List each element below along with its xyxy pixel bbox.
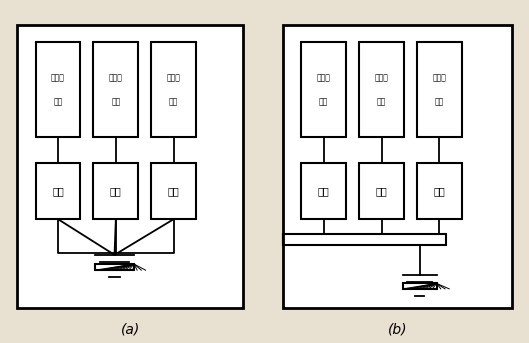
Text: 电源: 电源: [376, 186, 387, 196]
Text: 干扰源: 干扰源: [433, 73, 446, 82]
Text: 电源: 电源: [318, 186, 330, 196]
Text: 电源: 电源: [52, 186, 64, 196]
Bar: [403, 283, 436, 289]
Text: 小信号: 小信号: [317, 73, 331, 82]
Text: 电源: 电源: [434, 186, 445, 196]
Bar: [35, 163, 80, 219]
Text: (a): (a): [121, 323, 140, 337]
Bar: [283, 235, 446, 245]
Bar: [359, 42, 404, 138]
Bar: [151, 42, 196, 138]
Bar: [35, 42, 80, 138]
Text: 设备: 设备: [169, 97, 178, 107]
Text: 干扰源: 干扰源: [167, 73, 181, 82]
Text: (b): (b): [388, 323, 407, 337]
Bar: [417, 163, 462, 219]
Text: 大信号: 大信号: [109, 73, 123, 82]
Bar: [302, 42, 346, 138]
Text: 电源: 电源: [168, 186, 180, 196]
Text: 设备: 设备: [319, 97, 329, 107]
Text: 设备: 设备: [435, 97, 444, 107]
Bar: [151, 163, 196, 219]
Text: 小信号: 小信号: [51, 73, 65, 82]
Bar: [359, 163, 404, 219]
Text: 设备: 设备: [377, 97, 386, 107]
Bar: [95, 264, 134, 270]
Bar: [94, 163, 138, 219]
Bar: [283, 25, 512, 308]
Text: 电源: 电源: [110, 186, 122, 196]
Text: 大信号: 大信号: [375, 73, 388, 82]
Bar: [94, 42, 138, 138]
Text: 设备: 设备: [53, 97, 62, 107]
Bar: [283, 235, 446, 245]
Text: 设备: 设备: [111, 97, 121, 107]
Bar: [417, 42, 462, 138]
Bar: [17, 25, 243, 308]
Bar: [302, 163, 346, 219]
